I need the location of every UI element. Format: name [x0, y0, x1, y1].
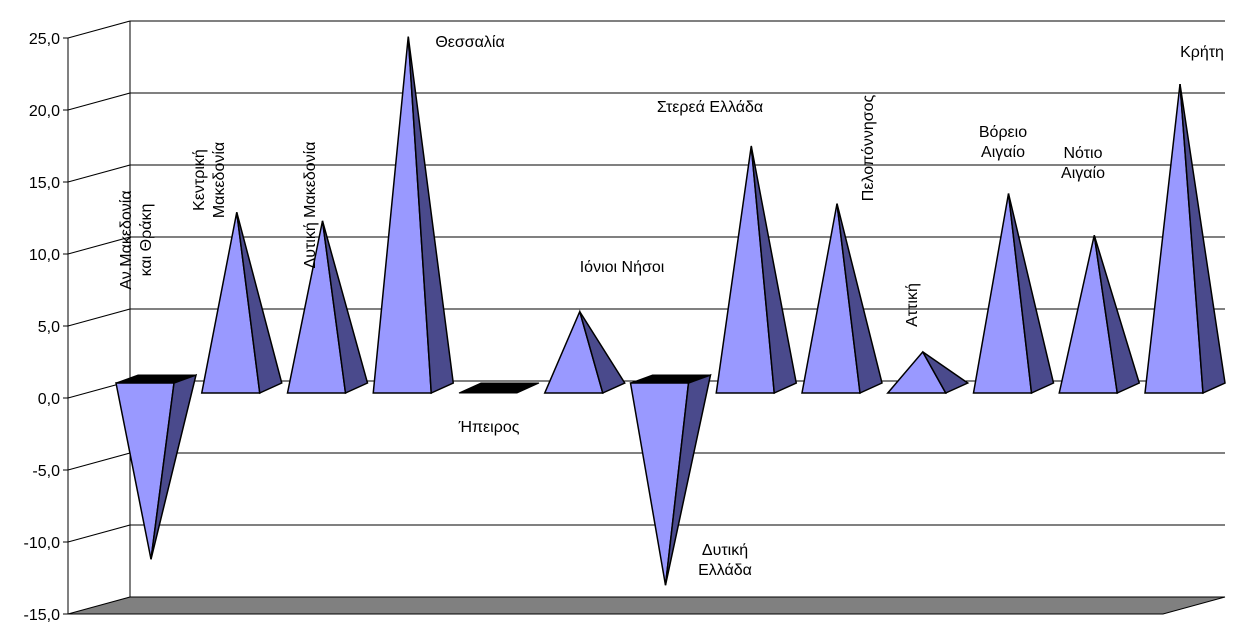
- y-tick-label: 10,0: [29, 247, 60, 264]
- category-label: Κεντρική Μακεδονία: [191, 142, 228, 218]
- gridline-depth: [67, 20, 131, 39]
- bar-face-side: [836, 203, 883, 395]
- bar-face-side: [236, 212, 283, 395]
- bar-face-side: [664, 373, 712, 586]
- category-label: Αττική: [904, 283, 921, 327]
- bar-face-side: [150, 373, 198, 560]
- category-labels: Αν.Μακεδονία και Θράκη Κεντρική Μακεδονία Δυ…: [118, 34, 1224, 579]
- y-tick-label: 15,0: [29, 175, 60, 192]
- category-label: Βόρειο Αιγαίο: [979, 124, 1027, 161]
- bar-face-side: [407, 36, 455, 395]
- floor: [67, 596, 1226, 615]
- gridline-depth: [67, 524, 131, 543]
- bar-pyramid: [115, 373, 198, 560]
- bar-face-side: [321, 220, 369, 395]
- gridline-depth: [67, 236, 131, 255]
- bar-pyramid: [629, 373, 712, 586]
- bar-pyramid: [1144, 83, 1226, 395]
- category-label: Θεσσαλία: [435, 34, 504, 51]
- category-label: Ήπειρος: [458, 419, 520, 436]
- y-tick-label: -15,0: [24, 607, 61, 624]
- bar-pyramid: [801, 203, 883, 395]
- bar-face-side: [1093, 235, 1141, 395]
- gridline-depth: [67, 452, 131, 471]
- chart-floor: [67, 596, 1226, 615]
- category-label: Κρήτη: [1180, 44, 1224, 61]
- bar-face-side: [750, 145, 798, 395]
- bar-pyramid: [886, 350, 970, 394]
- category-label: Νότιο Αιγαίο: [1061, 145, 1105, 182]
- category-label: Ιόνιοι Νήσοι: [580, 259, 665, 276]
- y-tick-label: -10,0: [24, 535, 61, 552]
- category-label: Πελοπόννησος: [860, 94, 877, 201]
- bar-face-side: [579, 311, 626, 395]
- bar-pyramid: [1058, 235, 1141, 395]
- bar-pyramid: [972, 193, 1055, 395]
- gridline-depth: [67, 308, 131, 327]
- category-label: Στερεά Ελλάδα: [657, 99, 763, 116]
- y-tick-label: 0,0: [38, 391, 60, 408]
- category-label: Δυτική Ελλάδα: [698, 542, 752, 579]
- y-tick-label: 25,0: [29, 31, 60, 48]
- category-label: Αν.Μακεδονία και Θράκη: [118, 190, 155, 289]
- category-label: Δυτική Μακεδονία: [302, 142, 319, 269]
- bar-face-side: [1007, 193, 1055, 395]
- y-axis: 25,0 20,0 15,0 10,0 5,0 0,0 -5,0 -10,0 -15,0: [24, 31, 69, 624]
- bar-pyramid: [458, 382, 540, 394]
- bar-pyramid: [543, 309, 626, 395]
- bar-pyramid: [372, 36, 455, 395]
- bar-face-side: [922, 351, 970, 394]
- bar-pyramid: [286, 220, 369, 395]
- y-tick-label: 20,0: [29, 103, 60, 120]
- y-tick-label: -5,0: [32, 463, 60, 480]
- bar-pyramid: [200, 212, 283, 395]
- y-tick-label: 5,0: [38, 319, 60, 336]
- bar-flat: [458, 382, 540, 394]
- bar-face-side: [1179, 83, 1226, 395]
- bar-pyramid: [715, 145, 798, 395]
- bars: [115, 36, 1226, 586]
- gridline-depth: [67, 92, 131, 111]
- gridline-depth: [67, 164, 131, 183]
